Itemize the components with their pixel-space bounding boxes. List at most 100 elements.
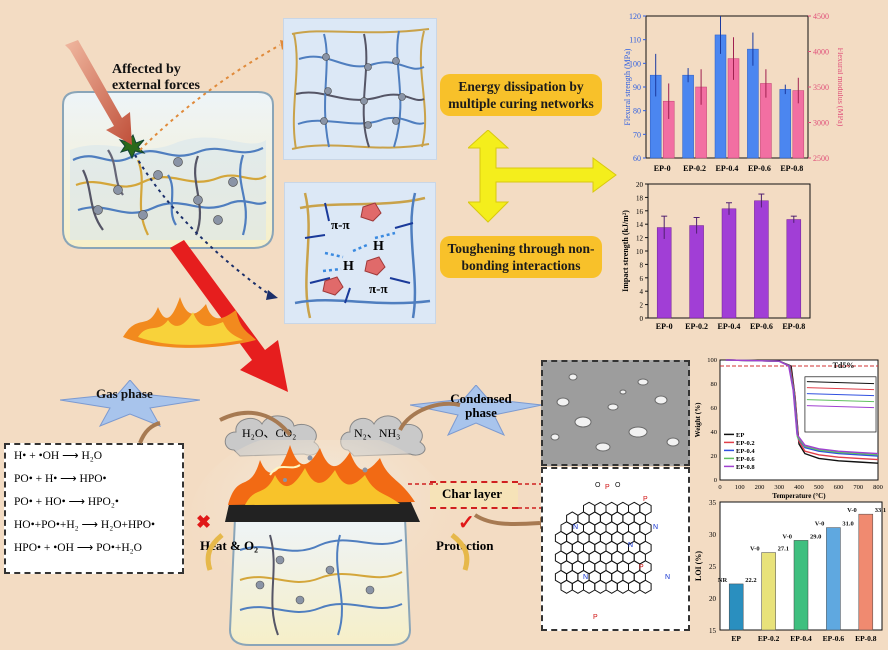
hexagon-ring bbox=[616, 579, 629, 594]
svg-text:N: N bbox=[653, 524, 658, 531]
curved-arrows bbox=[138, 401, 552, 571]
inset-line-EP-0.6 bbox=[806, 399, 875, 403]
yellow-double-arrow bbox=[468, 130, 617, 223]
energy-pill: Energy dissipation by multiple curing ne… bbox=[440, 74, 602, 116]
bar-flexural-strength bbox=[682, 74, 694, 159]
y-tick-label: 100 bbox=[629, 59, 641, 68]
x-tick-label: EP-0.4 bbox=[718, 322, 741, 331]
y-tick-label: 16 bbox=[636, 208, 644, 216]
flexural-chart: 60 70 80 90 100 110 120 2500 3000 3500 4000 4500 Fle… bbox=[623, 12, 843, 173]
svg-text:O: O bbox=[615, 482, 621, 489]
bar-impact bbox=[754, 200, 769, 319]
y-tick-label: 90 bbox=[633, 83, 641, 92]
x-axis-label: Temperature (°C) bbox=[772, 492, 826, 500]
x-tick-label: 500 bbox=[814, 484, 824, 491]
y-tick-label: 100 bbox=[707, 357, 717, 364]
x-tick-label: 300 bbox=[774, 484, 784, 491]
y2-tick-label: 4000 bbox=[813, 48, 829, 57]
reaction-line: PO• + HO• ⟶ HPO₂• bbox=[14, 496, 119, 508]
x-tick-label: 200 bbox=[755, 484, 765, 491]
tga-chart: 0 100 200 300 400 500 600 700 800 0 20 40 60 80 100 Tem… bbox=[694, 357, 883, 500]
pi-label-1: π-π bbox=[331, 217, 350, 232]
y2-tick-label: 2500 bbox=[813, 154, 829, 163]
char-layer-box: Char layer bbox=[430, 481, 518, 509]
inset-line-EP-0.8 bbox=[806, 405, 875, 409]
value-label: 27.1 bbox=[778, 546, 789, 553]
y-tick-label: 20 bbox=[711, 453, 718, 460]
y-tick-label: 30 bbox=[709, 531, 717, 539]
legend-label: EP bbox=[736, 432, 744, 439]
x-tick-label: EP-0.6 bbox=[748, 164, 771, 173]
y-tick-label: 70 bbox=[633, 130, 641, 139]
check-icon: ✓ bbox=[458, 512, 475, 534]
svg-text:P: P bbox=[643, 496, 648, 503]
condensed-phase-star bbox=[410, 385, 542, 436]
y-tick-label: 35 bbox=[709, 499, 717, 507]
condensed-phase-label: Condensed phase bbox=[450, 391, 512, 420]
value-label: 29.0 bbox=[810, 533, 821, 540]
rating-label: V-0 bbox=[815, 521, 825, 528]
burning-block bbox=[190, 440, 450, 646]
rating-label: V-0 bbox=[847, 507, 857, 514]
value-label: 33.1 bbox=[875, 507, 886, 514]
value-label: 22.2 bbox=[745, 577, 756, 584]
flame-top bbox=[123, 297, 256, 348]
interaction-panel: π-π π-π H H bbox=[284, 182, 436, 324]
hexagon-ring bbox=[560, 579, 573, 594]
y-tick-label: 4 bbox=[640, 288, 644, 296]
network-panel bbox=[283, 18, 437, 160]
y2-axis-label: Flexural modulus (MPa) bbox=[836, 48, 843, 127]
y-tick-label: 18 bbox=[636, 194, 644, 202]
x-tick-label: EP-0.2 bbox=[758, 634, 780, 643]
bar-loi bbox=[793, 540, 809, 631]
y-tick-label: 40 bbox=[711, 429, 718, 436]
bar-loi bbox=[826, 527, 841, 631]
hexagon-ring bbox=[628, 579, 641, 594]
y-tick-label: 10 bbox=[636, 248, 644, 256]
x-tick-label: EP-0.8 bbox=[780, 164, 803, 173]
y-tick-label: 60 bbox=[711, 405, 718, 412]
hexagon-ring bbox=[583, 579, 596, 594]
gas-phase-star bbox=[60, 380, 200, 427]
x-tick-label: EP-0.8 bbox=[782, 322, 805, 331]
loi-chart: 15 20 25 30 35 LOI (%) NR 22.2 EP V-0 27.1 EP-0.2 V-… bbox=[694, 499, 886, 643]
bar-loi bbox=[728, 583, 744, 631]
y-tick-label: 20 bbox=[636, 181, 644, 189]
bar-loi bbox=[858, 513, 874, 631]
hexagon-ring bbox=[639, 579, 652, 594]
reaction-line: HO•+PO•+H₂ ⟶ H₂O+HPO• bbox=[14, 519, 156, 531]
inset-line-EP-0.2 bbox=[806, 387, 875, 391]
force-arrow bbox=[65, 40, 132, 145]
y-tick-label: 15 bbox=[709, 627, 717, 635]
bar-impact bbox=[689, 225, 704, 319]
y2-tick-label: 3000 bbox=[813, 119, 829, 128]
rating-label: V-0 bbox=[782, 533, 792, 540]
y-tick-label: 25 bbox=[709, 563, 717, 571]
svg-text:O: O bbox=[595, 482, 601, 489]
y-tick-label: 8 bbox=[640, 261, 644, 269]
x-tick-label: EP-0 bbox=[654, 164, 671, 173]
toughening-pill: Toughening through non-bonding interacti… bbox=[440, 236, 602, 278]
rating-label: NR bbox=[718, 577, 728, 584]
hexagon-ring bbox=[605, 579, 618, 594]
y-tick-label: 14 bbox=[636, 221, 644, 229]
inset-line-EP-0.4 bbox=[806, 393, 875, 397]
series-line-EP-0.8 bbox=[725, 359, 879, 455]
inset-frame bbox=[804, 376, 877, 433]
x-tick-label: EP-0.4 bbox=[790, 634, 812, 643]
x-tick-label: 800 bbox=[873, 484, 883, 491]
svg-text:P: P bbox=[639, 564, 644, 571]
y-axis-label: LOI (%) bbox=[694, 551, 703, 581]
legend-label: EP-0.6 bbox=[736, 456, 755, 463]
legend-label: EP-0.8 bbox=[736, 464, 755, 471]
y-axis-label: Flexural strength (MPa) bbox=[623, 48, 632, 125]
x-tick-label: 400 bbox=[794, 484, 804, 491]
affected-label: Affected by external forces bbox=[112, 62, 200, 93]
cloud-right-label: N₂、NH₃ bbox=[354, 426, 401, 440]
h-label-1: H bbox=[373, 239, 384, 254]
rating-label: V-0 bbox=[750, 546, 760, 553]
y-tick-label: 80 bbox=[633, 107, 641, 116]
bar-impact bbox=[721, 208, 737, 319]
h-label-2: H bbox=[343, 259, 354, 274]
